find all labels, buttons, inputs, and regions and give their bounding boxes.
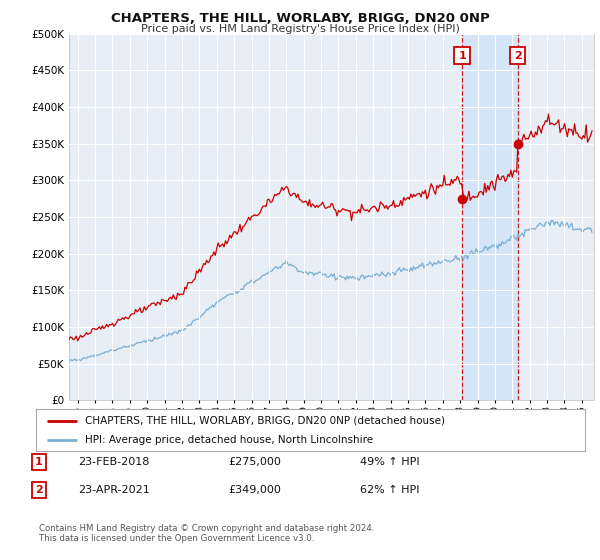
Text: 1: 1 [458,50,466,60]
Text: £349,000: £349,000 [228,485,281,495]
Text: £275,000: £275,000 [228,457,281,467]
Text: 23-APR-2021: 23-APR-2021 [78,485,150,495]
Text: 62% ↑ HPI: 62% ↑ HPI [360,485,419,495]
Text: 23-FEB-2018: 23-FEB-2018 [78,457,149,467]
Text: 2: 2 [35,485,43,495]
Text: CHAPTERS, THE HILL, WORLABY, BRIGG, DN20 0NP: CHAPTERS, THE HILL, WORLABY, BRIGG, DN20… [110,12,490,25]
Text: 2: 2 [514,50,521,60]
Text: 1: 1 [35,457,43,467]
Text: Price paid vs. HM Land Registry's House Price Index (HPI): Price paid vs. HM Land Registry's House … [140,24,460,34]
Text: CHAPTERS, THE HILL, WORLABY, BRIGG, DN20 0NP (detached house): CHAPTERS, THE HILL, WORLABY, BRIGG, DN20… [85,416,445,426]
Text: 49% ↑ HPI: 49% ↑ HPI [360,457,419,467]
Bar [462,34,518,400]
Text: Contains HM Land Registry data © Crown copyright and database right 2024.
This d: Contains HM Land Registry data © Crown c… [39,524,374,543]
Text: HPI: Average price, detached house, North Lincolnshire: HPI: Average price, detached house, Nort… [85,435,374,445]
